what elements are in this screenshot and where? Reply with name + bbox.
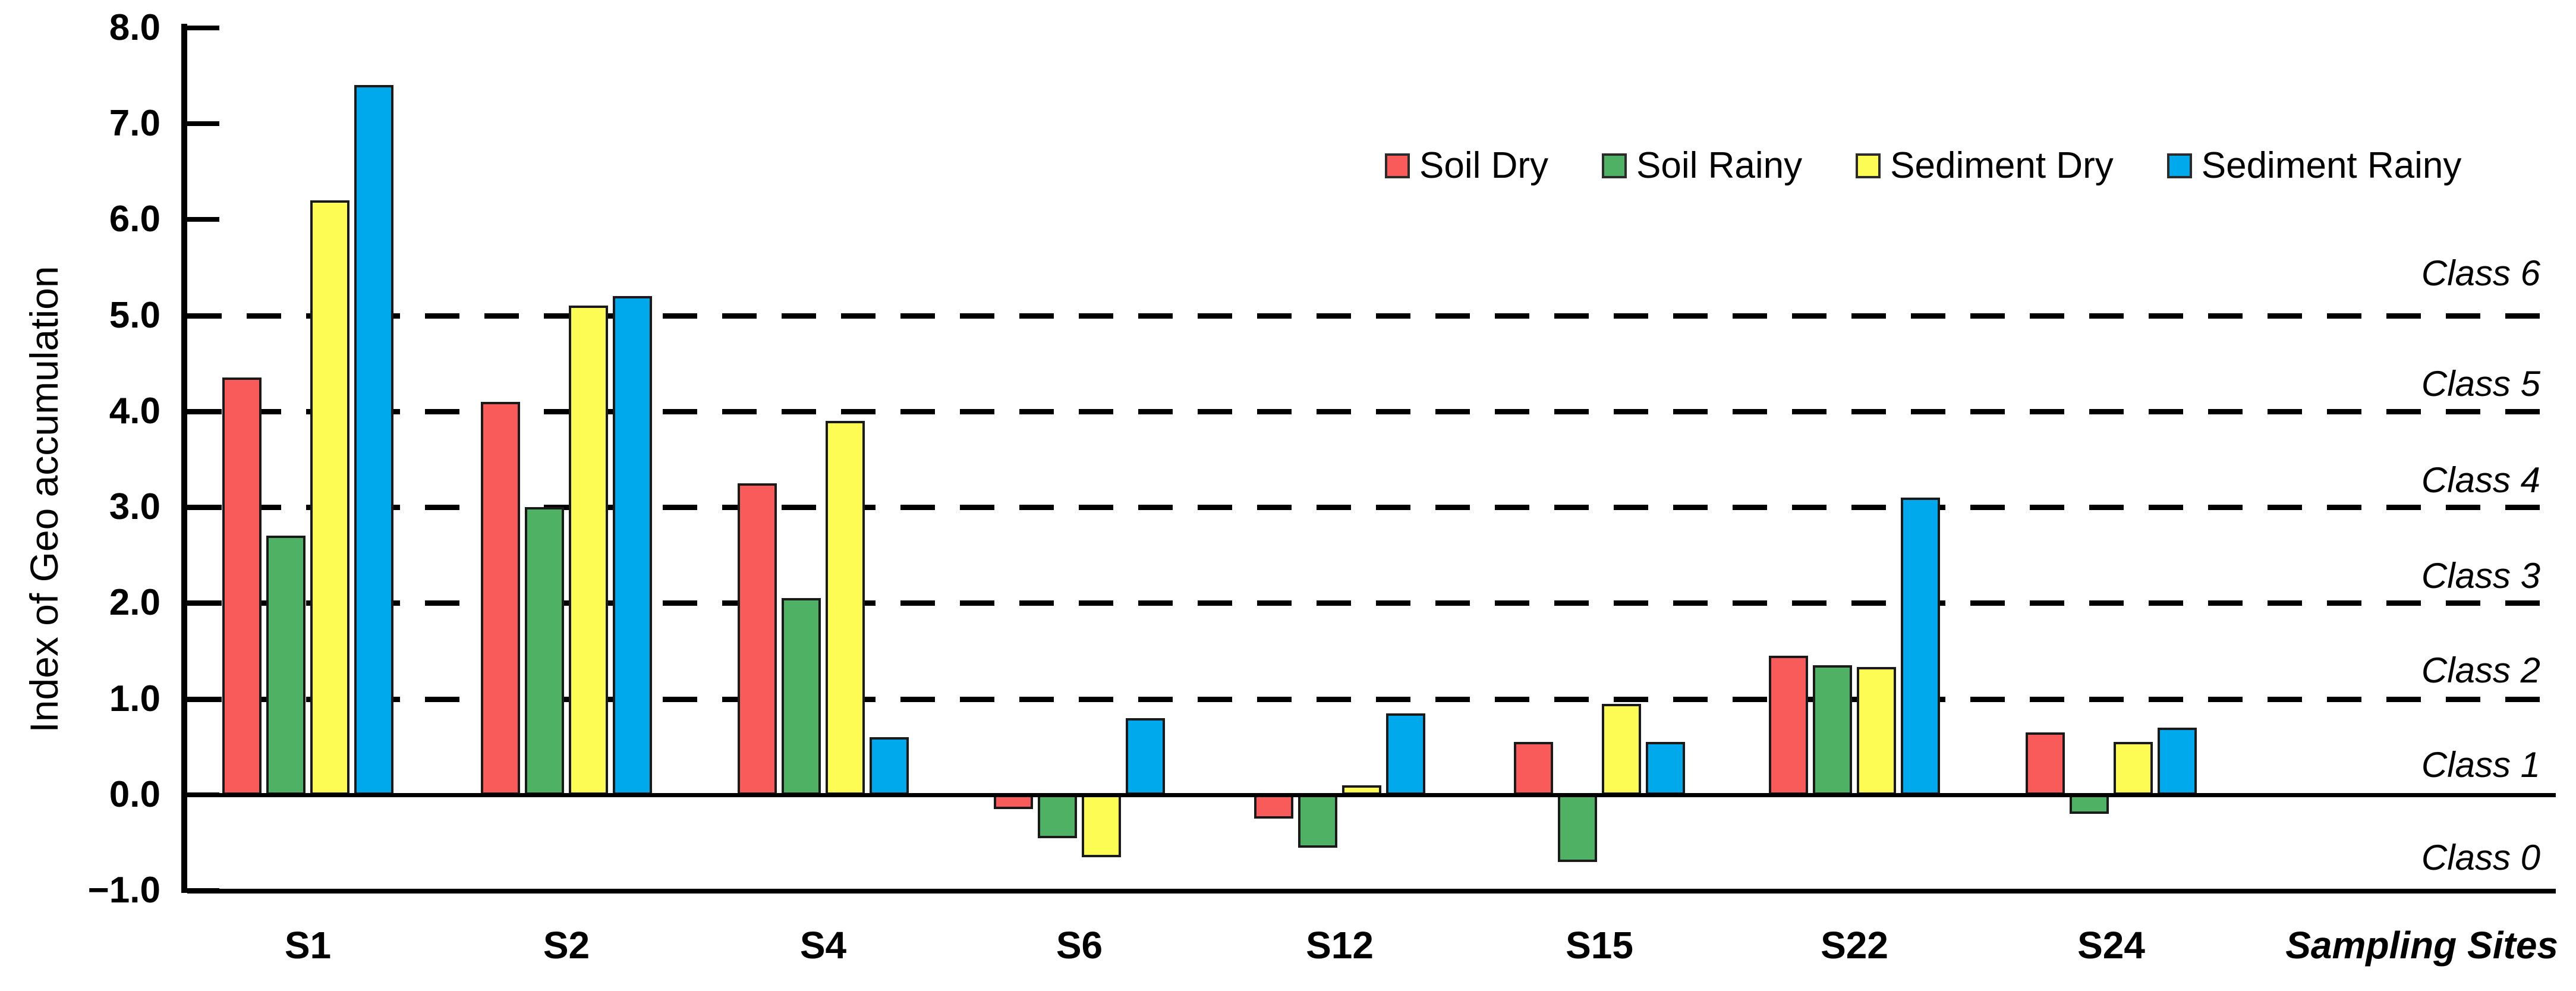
bar-s6-sediment-rainy: [1126, 718, 1165, 795]
bar-s6-soil-rainy: [1038, 795, 1077, 838]
y-tick-label-2: 2.0: [109, 582, 160, 623]
legend-swatch-soil-dry: [1385, 153, 1410, 178]
y-tick-label-7: 7.0: [109, 103, 160, 144]
y-tick-label-8: 8.0: [109, 7, 160, 48]
legend-swatch-sediment-rainy: [2166, 153, 2192, 178]
bar-s4-sediment-rainy: [870, 737, 909, 795]
gridline-3: [187, 505, 2556, 510]
x-category-label-s22: S22: [1821, 924, 1888, 967]
x-category-label-s12: S12: [1306, 924, 1374, 967]
bar-s24-soil-dry: [2026, 732, 2065, 795]
bar-s1-sediment-rainy: [354, 85, 393, 795]
legend-label-sediment-rainy: Sediment Rainy: [2201, 145, 2462, 186]
y-tick-1: [187, 697, 219, 701]
x-category-label-s24: S24: [2077, 924, 2145, 967]
y-tick-label--1: −1.0: [87, 870, 160, 911]
bar-s24-soil-rainy: [2070, 795, 2109, 814]
bar-s6-sediment-dry: [1082, 795, 1121, 857]
class-band-label-class-6: Class 6: [2421, 253, 2540, 293]
class-band-label-class-5: Class 5: [2421, 364, 2540, 404]
y-tick-label-1: 1.0: [109, 678, 160, 719]
x-axis-title: Sampling Sites: [2285, 924, 2558, 967]
legend-swatch-sediment-dry: [1856, 153, 1881, 178]
bar-s4-soil-rainy: [782, 598, 821, 795]
bar-s1-soil-rainy: [266, 536, 306, 795]
bar-s12-sediment-rainy: [1386, 713, 1425, 795]
class-band-label-class-2: Class 2: [2421, 650, 2540, 690]
bar-s15-soil-rainy: [1558, 795, 1597, 862]
bar-s1-sediment-dry: [310, 200, 349, 795]
x-axis-line: [187, 889, 2556, 894]
y-axis-line: [181, 24, 187, 893]
class-band-label-class-0: Class 0: [2421, 838, 2540, 877]
bar-s22-soil-rainy: [1813, 665, 1852, 795]
bar-s12-soil-rainy: [1298, 795, 1337, 848]
x-category-label-s2: S2: [543, 924, 590, 967]
y-tick-4: [187, 409, 219, 414]
bar-s2-soil-rainy: [525, 507, 564, 795]
legend-item-soil-dry: Soil Dry: [1385, 147, 1548, 184]
legend-item-soil-rainy: Soil Rainy: [1602, 147, 1802, 184]
y-tick-7: [187, 121, 219, 126]
y-tick-8: [187, 26, 219, 30]
y-tick-label-3: 3.0: [109, 486, 160, 527]
bar-s15-sediment-rainy: [1646, 742, 1685, 795]
legend-item-sediment-rainy: Sediment Rainy: [2166, 145, 2462, 186]
bar-s24-sediment-rainy: [2158, 728, 2197, 795]
bar-s1-soil-dry: [222, 377, 262, 795]
gridline-4: [187, 409, 2556, 414]
class-band-label-class-1: Class 1: [2421, 745, 2540, 785]
bar-s22-sediment-dry: [1857, 667, 1896, 795]
legend-label-soil-dry: Soil Dry: [1419, 145, 1549, 186]
gridline-1: [187, 697, 2556, 702]
gridline-2: [187, 600, 2556, 606]
bar-s2-soil-dry: [481, 402, 520, 795]
legend-label-soil-rainy: Soil Rainy: [1636, 145, 1803, 186]
class-band-label-class-4: Class 4: [2421, 460, 2540, 500]
class-band-label-class-3: Class 3: [2421, 556, 2540, 596]
y-tick-3: [187, 505, 219, 509]
y-tick-2: [187, 600, 219, 605]
x-category-label-s6: S6: [1056, 924, 1103, 967]
gridline-5: [187, 313, 2556, 319]
y-tick-5: [187, 313, 219, 318]
x-category-label-s15: S15: [1566, 924, 1633, 967]
bar-s15-soil-dry: [1514, 742, 1553, 795]
chart-legend: Soil Dry Soil Rainy Sediment Dry Sediment R…: [1385, 147, 2461, 184]
x-category-label-s4: S4: [799, 924, 847, 967]
bar-s15-sediment-dry: [1602, 704, 1641, 795]
y-tick-label-5: 5.0: [109, 295, 160, 336]
bar-s12-soil-dry: [1254, 795, 1293, 819]
bar-s22-soil-dry: [1769, 656, 1808, 795]
y-tick-6: [187, 217, 219, 222]
zero-baseline: [187, 793, 2556, 797]
legend-swatch-soil-rainy: [1602, 153, 1627, 178]
y-tick-label-6: 6.0: [109, 199, 160, 240]
bar-s4-sediment-dry: [826, 421, 865, 795]
legend-label-sediment-dry: Sediment Dry: [1890, 145, 2114, 186]
y-tick-label-4: 4.0: [109, 391, 160, 432]
bar-s2-sediment-dry: [569, 306, 608, 795]
bar-s22-sediment-rainy: [1901, 498, 1940, 795]
legend-item-sediment-dry: Sediment Dry: [1856, 147, 2114, 184]
bar-s2-sediment-rainy: [613, 296, 652, 795]
bar-s24-sediment-dry: [2114, 742, 2153, 795]
y-tick-label-0: 0.0: [109, 774, 160, 815]
x-category-label-s1: S1: [284, 924, 332, 967]
bar-s4-soil-dry: [738, 483, 777, 795]
